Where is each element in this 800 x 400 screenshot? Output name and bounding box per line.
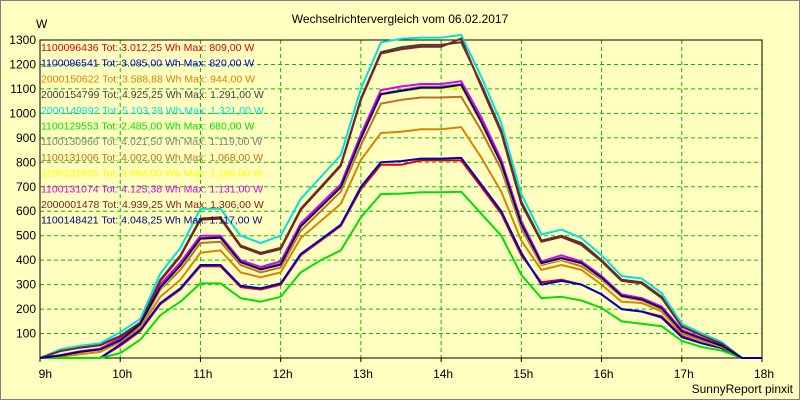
- legend-entry-1: 1100096436 Tot: 3.012,25 Wh Max: 809,00 …: [41, 42, 254, 54]
- x-tick-label: 9h: [39, 367, 52, 381]
- legend: 1100096436 Tot: 3.012,25 Wh Max: 809,00 …: [41, 42, 264, 227]
- series-line-10: [39, 80, 762, 359]
- y-tick-label: 300: [16, 278, 36, 292]
- y-tick-label: 400: [16, 253, 36, 267]
- y-tick-label: 1000: [9, 106, 36, 120]
- y-axis-ticks: 100 200 300 400 500 600 700 800 900 1000 1100 1200 1…: [9, 33, 36, 341]
- x-tick-label: 12h: [273, 367, 293, 381]
- y-tick-label: 1200: [9, 57, 36, 71]
- y-tick-label: 700: [16, 180, 36, 194]
- plot-area: [39, 39, 763, 359]
- legend-entry-8: 1100131006 Tot: 4.002,00 Wh Max: 1.068,0…: [41, 152, 263, 164]
- y-tick-label: 800: [16, 155, 36, 169]
- legend-entry-10: 1100131074 Tot: 4.125,38 Wh Max: 1.131,0…: [41, 183, 263, 195]
- legend-entry-9: 1100131025 Tot: 3.994,00 Wh Max: 1.106,0…: [41, 168, 263, 180]
- y-tick-label: 900: [16, 131, 36, 145]
- x-tick-label: 17h: [674, 367, 694, 381]
- x-tick-label: 10h: [112, 367, 132, 381]
- y-axis-unit-label: W: [36, 17, 48, 31]
- chart-title: Wechselrichtervergleich vom 06.02.2017: [292, 12, 509, 26]
- legend-entry-2: 1100096541 Tot: 3.085,00 Wh Max: 820,00 …: [41, 58, 254, 70]
- legend-entry-4: 2000154799 Tot: 4.925,25 Wh Max: 1.291,0…: [41, 89, 264, 101]
- chart-footer-credit: SunnyReport pinxit: [692, 382, 794, 396]
- y-tick-label: 1100: [10, 82, 36, 96]
- y-tick-label: 500: [16, 229, 36, 243]
- series-line-6: [40, 190, 762, 359]
- x-tick-label: 11h: [193, 367, 212, 381]
- series-line-3: [39, 126, 762, 359]
- legend-entry-5: 2000149892 Tot: 5.103,38 Wh Max: 1.321,0…: [41, 105, 264, 117]
- y-tick-label: 200: [16, 302, 36, 316]
- legend-entry-6: 1100129553 Tot: 2.485,00 Wh Max: 680,00 …: [41, 121, 254, 133]
- series-line-11: [39, 37, 762, 359]
- legend-entry-7: 1100130966 Tot: 4.021,50 Wh Max: 1.119,0…: [41, 136, 262, 148]
- y-tick-label: 600: [16, 204, 36, 218]
- y-tick-label: 1300: [9, 33, 36, 47]
- series-line-5: [39, 33, 762, 359]
- x-tick-label: 14h: [433, 367, 453, 381]
- series-line-2: [40, 156, 762, 359]
- series-line-12: [39, 83, 762, 359]
- y-tick-label: 100: [16, 327, 36, 341]
- legend-entry-12: 1100148421 Tot: 4.048,25 Wh Max: 1.117,0…: [41, 215, 262, 227]
- x-tick-label: 16h: [594, 367, 614, 381]
- x-axis-ticks: 9h 10h 11h 12h 13h 14h 15h 16h 17h 18h: [39, 358, 774, 381]
- series-lines: [39, 33, 762, 359]
- x-tick-label: 18h: [754, 367, 774, 381]
- x-tick-label: 15h: [513, 367, 533, 381]
- legend-entry-3: 2000150622 Tot: 3.588,88 Wh Max: 944,00 …: [41, 73, 255, 85]
- legend-entry-11: 2000001478 Tot: 4.939,25 Wh Max: 1.306,0…: [41, 199, 264, 211]
- x-tick-label: 13h: [353, 367, 373, 381]
